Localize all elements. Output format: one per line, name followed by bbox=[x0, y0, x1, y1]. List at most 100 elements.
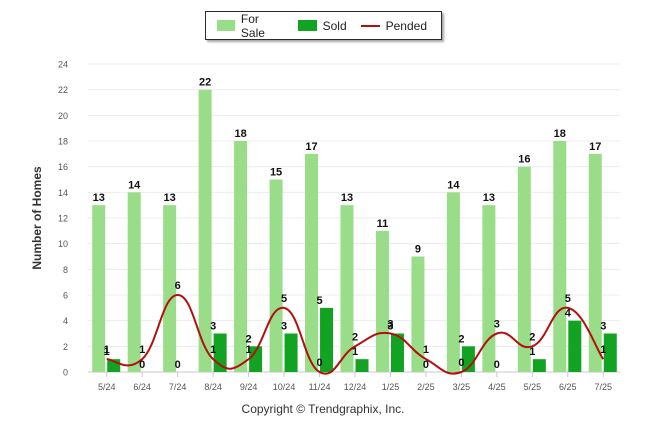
data-label-for-sale: 17 bbox=[305, 141, 317, 153]
data-label-sold: 3 bbox=[281, 321, 287, 333]
data-label-pended: 6 bbox=[175, 280, 181, 292]
legend-item-sold[interactable]: Sold bbox=[297, 18, 347, 33]
bar-sold bbox=[355, 359, 369, 372]
y-tick-label: 0 bbox=[63, 368, 68, 378]
bar-sold bbox=[284, 333, 298, 372]
legend-label-sold: Sold bbox=[322, 18, 347, 33]
legend-swatch-sold bbox=[297, 20, 317, 31]
bar-sold bbox=[320, 307, 334, 372]
y-tick-label: 4 bbox=[63, 316, 68, 326]
x-tick-label: 10/24 bbox=[273, 382, 296, 392]
legend-swatch-for-sale bbox=[217, 20, 235, 31]
bar-for-sale bbox=[446, 192, 460, 372]
bar-sold bbox=[461, 346, 475, 372]
legend-item-for-sale[interactable]: For Sale bbox=[217, 12, 284, 40]
data-label-for-sale: 13 bbox=[93, 192, 105, 204]
data-label-sold: 0 bbox=[175, 359, 181, 371]
data-label-sold: 1 bbox=[529, 346, 535, 358]
y-tick-label: 22 bbox=[58, 85, 68, 95]
data-label-sold: 1 bbox=[104, 346, 110, 358]
bar-for-sale bbox=[375, 230, 389, 372]
y-tick-label: 6 bbox=[63, 291, 68, 301]
data-label-sold: 3 bbox=[210, 321, 216, 333]
data-label-sold: 3 bbox=[600, 321, 606, 333]
legend-item-pended[interactable]: Pended bbox=[360, 18, 427, 33]
data-label-for-sale: 13 bbox=[164, 192, 176, 204]
x-tick-label: 1/25 bbox=[382, 382, 400, 392]
y-tick-label: 24 bbox=[58, 60, 68, 70]
y-tick-label: 20 bbox=[58, 111, 68, 121]
x-tick-label: 5/25 bbox=[524, 382, 542, 392]
data-label-pended: 1 bbox=[139, 344, 145, 356]
bar-for-sale bbox=[234, 141, 248, 372]
legend[interactable]: For Sale Sold Pended bbox=[205, 11, 442, 40]
x-tick-label: 7/25 bbox=[595, 382, 613, 392]
data-label-for-sale: 14 bbox=[128, 179, 141, 191]
data-label-pended: 5 bbox=[565, 293, 571, 305]
bar-sold bbox=[249, 346, 263, 372]
bar-for-sale bbox=[269, 179, 283, 372]
data-label-for-sale: 9 bbox=[415, 244, 421, 256]
y-tick-label: 10 bbox=[58, 239, 68, 249]
data-label-pended: 2 bbox=[352, 331, 358, 343]
bar-for-sale bbox=[411, 256, 425, 372]
data-label-for-sale: 18 bbox=[554, 128, 566, 140]
bar-sold bbox=[532, 359, 546, 372]
y-tick-label: 14 bbox=[58, 188, 68, 198]
data-label-sold: 2 bbox=[246, 333, 252, 345]
data-label-pended: 1 bbox=[210, 344, 216, 356]
x-tick-label: 5/24 bbox=[98, 382, 116, 392]
copyright-text: Copyright © Trendgraphix, Inc. bbox=[241, 402, 405, 416]
data-label-sold: 1 bbox=[352, 346, 358, 358]
y-tick-label: 12 bbox=[58, 214, 68, 224]
data-label-for-sale: 14 bbox=[447, 179, 460, 191]
bar-for-sale bbox=[340, 205, 354, 372]
bar-for-sale bbox=[198, 89, 212, 373]
data-label-pended: 2 bbox=[529, 331, 535, 343]
data-label-pended: 1 bbox=[423, 344, 429, 356]
x-tick-label: 7/24 bbox=[169, 382, 187, 392]
data-label-sold: 2 bbox=[458, 333, 464, 345]
y-tick-label: 8 bbox=[63, 265, 68, 275]
bar-sold bbox=[390, 333, 404, 372]
y-tick-label: 16 bbox=[58, 162, 68, 172]
x-tick-label: 2/25 bbox=[417, 382, 435, 392]
data-label-sold: 0 bbox=[139, 359, 145, 371]
bar-for-sale bbox=[553, 141, 567, 372]
data-label-pended: 3 bbox=[387, 319, 393, 331]
bar-for-sale bbox=[127, 192, 141, 372]
x-tick-label: 4/25 bbox=[488, 382, 506, 392]
data-label-pended: 1 bbox=[600, 344, 606, 356]
data-label-pended: 3 bbox=[494, 319, 500, 331]
data-label-pended: 0 bbox=[458, 357, 464, 369]
y-axis-title: Number of Homes bbox=[30, 166, 44, 270]
legend-label-pended: Pended bbox=[385, 18, 427, 33]
x-tick-label: 3/25 bbox=[453, 382, 471, 392]
legend-label-for-sale: For Sale bbox=[240, 11, 265, 40]
data-label-for-sale: 18 bbox=[234, 128, 246, 140]
x-tick-label: 12/24 bbox=[344, 382, 367, 392]
data-label-for-sale: 13 bbox=[341, 192, 353, 204]
data-label-pended: 1 bbox=[104, 344, 110, 356]
data-label-for-sale: 11 bbox=[377, 218, 389, 230]
data-label-pended: 1 bbox=[246, 344, 252, 356]
data-label-sold: 4 bbox=[565, 308, 572, 320]
data-label-for-sale: 22 bbox=[199, 77, 211, 89]
bar-for-sale bbox=[305, 153, 319, 372]
data-label-sold: 3 bbox=[387, 321, 393, 333]
data-label-for-sale: 16 bbox=[518, 154, 530, 166]
x-tick-label: 11/24 bbox=[309, 382, 331, 392]
x-tick-label: 6/24 bbox=[133, 382, 151, 392]
bar-sold bbox=[603, 333, 617, 372]
data-label-pended: 5 bbox=[281, 293, 287, 305]
bar-for-sale bbox=[482, 205, 496, 372]
x-tick-label: 9/24 bbox=[240, 382, 258, 392]
y-tick-label: 18 bbox=[58, 137, 68, 147]
bar-sold bbox=[568, 320, 582, 372]
bar-for-sale bbox=[588, 153, 602, 372]
y-tick-label: 2 bbox=[63, 342, 68, 352]
data-label-sold: 0 bbox=[494, 359, 500, 371]
bar-for-sale bbox=[92, 205, 106, 372]
x-tick-label: 6/25 bbox=[559, 382, 577, 392]
